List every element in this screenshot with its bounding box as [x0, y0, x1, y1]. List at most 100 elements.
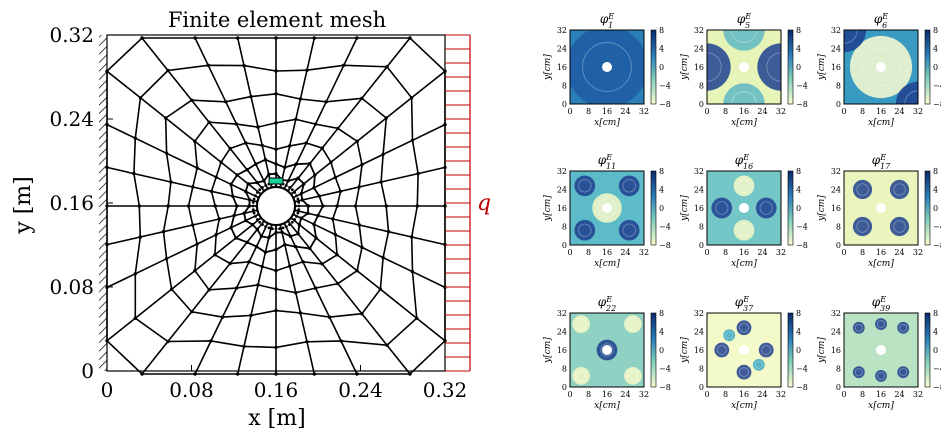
panel-colorbar-tick-label: −8	[659, 383, 671, 392]
mesh-node	[214, 175, 218, 179]
panel-colorbar-tick-label: 4	[933, 186, 938, 195]
mesh-node	[333, 232, 338, 237]
mesh-node	[278, 227, 281, 231]
mesh-node	[260, 143, 264, 148]
mesh-node	[256, 283, 260, 287]
panel-x-tick-label: 32	[776, 107, 786, 116]
panel-title: φE 17	[872, 153, 891, 171]
mesh-y-tick-label: 0.24	[49, 107, 94, 131]
panel-frame	[569, 170, 645, 246]
mesh-node	[190, 310, 194, 314]
panel-y-tick-label: 16	[831, 346, 841, 355]
mesh-node	[353, 204, 358, 208]
panel-x-tick-label: 24	[894, 107, 904, 116]
mesh-spoke	[106, 70, 262, 195]
panel-colorbar	[787, 170, 794, 246]
mesh-node	[263, 250, 268, 254]
mesh-node	[297, 208, 301, 212]
panel-colorbar-tick-label: 8	[933, 167, 938, 176]
panel-field	[844, 171, 918, 245]
panel-hole	[739, 203, 749, 213]
panel-y-label: y[cm]	[817, 337, 827, 364]
mesh-node	[320, 146, 324, 150]
panel-x-tick-label: 16	[602, 248, 612, 257]
mesh-node	[288, 144, 292, 148]
mesh-x-tick-label: 0	[101, 378, 114, 402]
mesh-node	[137, 204, 141, 208]
mesh-node	[274, 92, 278, 96]
panel-y-label: y[cm]	[817, 195, 827, 222]
panel-frame	[843, 29, 919, 105]
mesh-node	[242, 63, 246, 68]
panel-colorbar-tick-label: 0	[659, 204, 664, 213]
mesh-node	[443, 339, 447, 343]
mesh-node	[320, 262, 324, 266]
mesh-node	[236, 372, 240, 376]
mesh-node	[235, 204, 239, 208]
mesh-node	[258, 220, 262, 224]
panel-x-tick-label: 0	[567, 107, 572, 116]
mesh-node	[410, 235, 414, 239]
panel-x-tick-label: 8	[723, 107, 728, 116]
panel-y-tick-label: 8	[562, 82, 567, 91]
mesh-node	[252, 211, 256, 215]
mesh-node	[305, 340, 309, 344]
mesh-node	[207, 288, 211, 292]
mesh-lines	[105, 36, 447, 376]
panel-colorbar	[924, 312, 931, 388]
mesh-x-tick-label: 0.32	[423, 378, 468, 402]
mesh-node	[299, 216, 303, 220]
panel-hole	[876, 62, 886, 72]
mesh-node	[214, 233, 218, 237]
panel-colorbar-tick-label: 4	[933, 45, 938, 54]
mesh-node	[290, 188, 294, 192]
mesh-node	[186, 204, 191, 208]
mesh-node	[274, 287, 278, 291]
mesh-node	[410, 270, 415, 274]
panel-frame	[843, 170, 919, 246]
mesh-spoke	[141, 220, 265, 375]
panel-x-label: x[cm]	[868, 401, 894, 411]
mesh-node	[299, 192, 303, 196]
panel-colorbar-tick-label: 0	[796, 204, 801, 213]
mesh-node	[283, 242, 287, 247]
mesh-node	[245, 168, 249, 172]
mesh-node	[259, 234, 264, 238]
mesh-node	[385, 65, 389, 69]
mesh-y-tick-label: 0.16	[49, 191, 94, 215]
mesh-node	[386, 230, 391, 234]
mesh-node	[296, 232, 300, 236]
panel-y-tick-label: 16	[694, 346, 704, 355]
mesh-node	[213, 253, 217, 257]
panel-y-tick-label: 32	[694, 309, 704, 318]
mesh-node	[256, 191, 259, 194]
panel-y-tick-label: 0	[562, 383, 567, 392]
mesh-node	[232, 213, 236, 218]
panel-x-tick-label: 16	[876, 390, 886, 399]
mesh-spoke	[290, 70, 446, 195]
panel-x-tick-label: 0	[841, 390, 846, 399]
panel-colorbar-tick-label: −4	[933, 223, 941, 232]
panel-y-tick-label: 0	[836, 100, 841, 109]
panel-colorbar-tick-label: 0	[796, 346, 801, 355]
mesh-node	[264, 184, 267, 187]
mesh-node	[355, 139, 359, 143]
panel-frame	[706, 29, 782, 105]
panel-x-tick-label: 8	[723, 390, 728, 399]
panel-x-tick-label: 0	[841, 248, 846, 257]
mesh-node	[191, 185, 195, 189]
panel-colorbar-tick-label: 8	[933, 309, 938, 318]
panel-x-tick-label: 0	[704, 390, 709, 399]
mesh-spoke	[290, 217, 446, 342]
panel-title: φE 39	[872, 295, 890, 313]
panel-x-tick-label: 0	[704, 248, 709, 257]
panel-x-label: x[cm]	[731, 118, 757, 128]
mesh-node	[443, 122, 447, 127]
mesh-node	[285, 225, 288, 228]
mesh-node	[308, 161, 312, 166]
mesh-x-tick-label: 0.16	[254, 378, 299, 402]
